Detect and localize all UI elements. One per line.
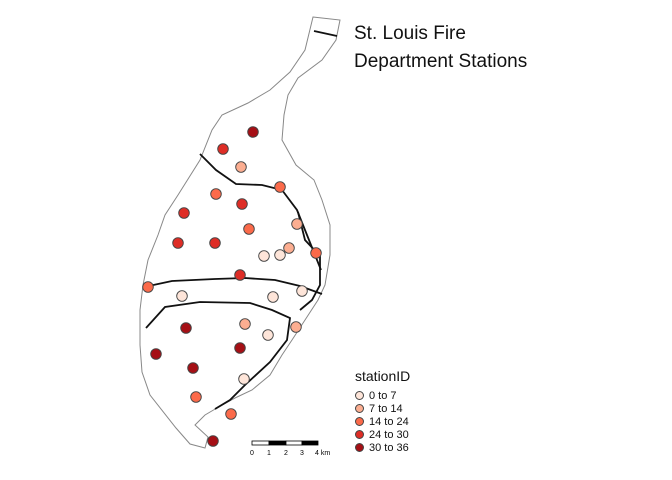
legend-label: 14 to 24 <box>369 415 409 428</box>
district-line-middle <box>143 277 323 295</box>
station-marker <box>238 373 250 385</box>
station-marker <box>234 269 246 281</box>
legend-swatch-icon <box>355 391 364 400</box>
station-marker <box>235 161 247 173</box>
legend-item: 0 to 7 <box>355 389 410 402</box>
station-marker <box>150 348 162 360</box>
scale-segment-1 <box>251 440 270 446</box>
scale-label-2: 2 <box>284 450 288 457</box>
legend-item: 14 to 24 <box>355 415 410 428</box>
legend-label: 30 to 36 <box>369 441 409 454</box>
city-boundary <box>139 16 341 449</box>
station-marker <box>274 249 286 261</box>
station-marker <box>142 281 154 293</box>
station-marker <box>176 290 188 302</box>
scale-segment-4 <box>301 440 319 446</box>
map-title-line-2: Department Stations <box>354 51 528 72</box>
stations-layer <box>142 126 322 447</box>
legend-title: stationID <box>355 368 411 384</box>
map-title-line-1: St. Louis Fire <box>354 23 466 44</box>
station-marker <box>262 329 274 341</box>
station-marker <box>178 207 190 219</box>
legend-swatch-icon <box>355 430 364 439</box>
station-marker <box>267 291 279 303</box>
station-marker <box>243 223 255 235</box>
station-marker <box>217 143 229 155</box>
scale-segment-2 <box>268 440 287 446</box>
legend-label: 24 to 30 <box>369 428 409 441</box>
station-marker <box>239 318 251 330</box>
district-line-south <box>145 301 291 410</box>
station-marker <box>172 237 184 249</box>
station-marker <box>209 237 221 249</box>
station-marker <box>290 321 302 333</box>
district-line-north-tip <box>313 30 338 37</box>
station-marker <box>310 247 322 259</box>
station-marker <box>291 218 303 230</box>
station-marker <box>225 408 237 420</box>
scale-label-1: 1 <box>267 450 271 457</box>
scale-bar: 0 1 2 3 4 km <box>250 440 330 457</box>
district-line-north <box>199 153 322 271</box>
scale-segment-3 <box>285 440 303 446</box>
station-marker <box>283 242 295 254</box>
legend-label: 7 to 14 <box>369 402 403 415</box>
station-marker <box>190 391 202 403</box>
legend-swatch-icon <box>355 443 364 452</box>
legend-swatch-icon <box>355 404 364 413</box>
scale-label-4: 4 km <box>315 450 330 457</box>
legend-item: 7 to 14 <box>355 402 410 415</box>
legend-label: 0 to 7 <box>369 389 397 402</box>
station-marker <box>210 188 222 200</box>
station-marker <box>296 285 308 297</box>
district-line-central-east <box>297 211 321 311</box>
legend: stationID 0 to 7 7 to 14 14 to 24 24 to … <box>355 368 410 454</box>
station-marker <box>247 126 259 138</box>
station-marker <box>258 250 270 262</box>
legend-item: 30 to 36 <box>355 441 410 454</box>
station-marker <box>274 181 286 193</box>
station-marker <box>187 362 199 374</box>
scale-label-3: 3 <box>300 450 304 457</box>
legend-swatch-icon <box>355 417 364 426</box>
legend-item: 24 to 30 <box>355 428 410 441</box>
scale-label-0: 0 <box>250 450 254 457</box>
station-marker <box>234 342 246 354</box>
station-marker <box>180 322 192 334</box>
station-marker <box>207 435 219 447</box>
station-marker <box>236 198 248 210</box>
